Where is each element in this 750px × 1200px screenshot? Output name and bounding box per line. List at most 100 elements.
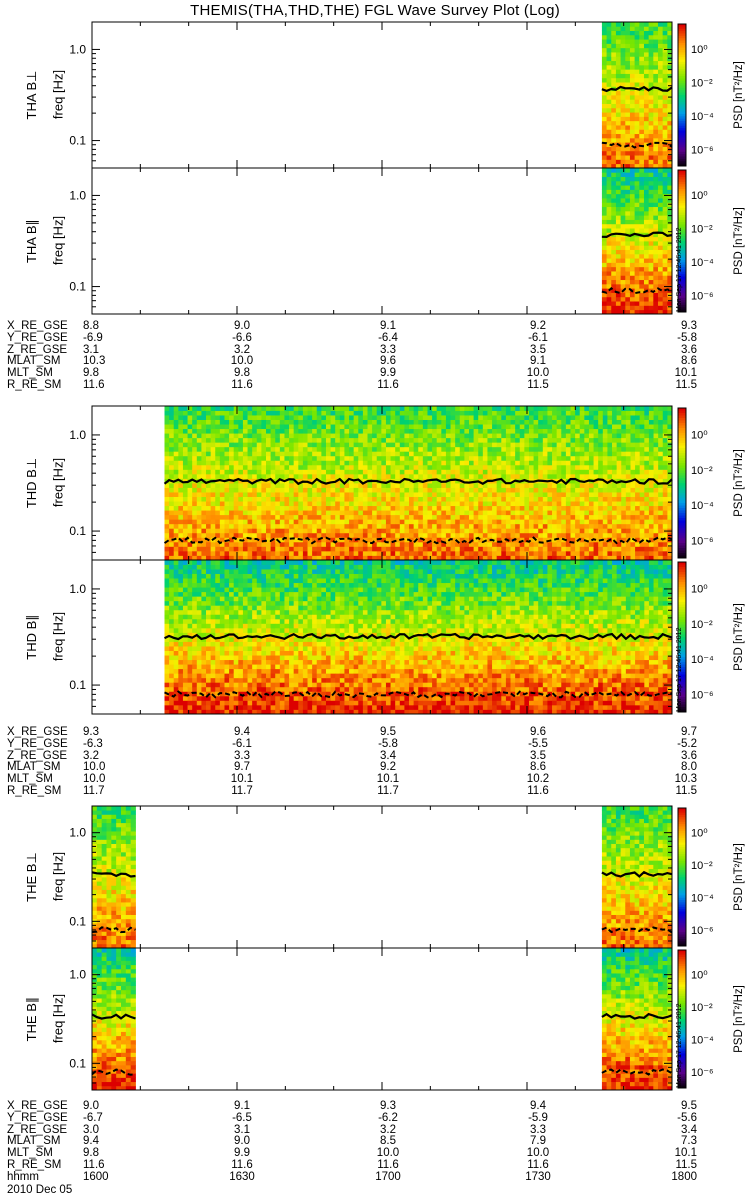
- panel-component-label: THE B⊥: [24, 852, 39, 902]
- spectrogram-panel-1: 1.0 0.1: [69, 21, 673, 169]
- freq-tick-label: 0.1: [69, 134, 86, 148]
- ephemeris-name: Z_RE_GSE: [7, 1123, 68, 1136]
- ephemeris-row: R_RE_SM 11.6 11.6 11.6 11.6 11.5: [7, 1159, 697, 1172]
- ephemeris-name: X_RE_GSE: [7, 726, 68, 738]
- ephemeris-value: 9.3: [83, 726, 99, 738]
- ephemeris-value: 9.6: [530, 726, 546, 738]
- freq-tick-label: 1.0: [69, 42, 86, 56]
- ephemeris-value: -6.2: [378, 1111, 398, 1124]
- ephemeris-value: 1730: [525, 1170, 551, 1183]
- dashed-line: [91, 926, 136, 934]
- colorbar-tick-label: 10⁻²: [691, 1002, 713, 1014]
- ephemeris-value: 1700: [375, 1170, 401, 1183]
- ephemeris-value: 10.1: [230, 773, 254, 786]
- ephemeris-value: 9.5: [681, 1100, 697, 1112]
- colorbar-tick-label: 10⁻⁶: [691, 689, 714, 701]
- ephemeris-value: 9.4: [83, 1135, 99, 1148]
- ephemeris-value: 10.0: [526, 1147, 550, 1160]
- spectrogram-panel-6: 1.0 0.1: [69, 947, 673, 1091]
- ephemeris-value: 8.5: [380, 1135, 396, 1148]
- ephemeris-row: X_RE_GSE 8.8 9.0 9.1 9.2 9.3: [7, 320, 697, 333]
- ephemeris-value: 10.1: [674, 1147, 697, 1160]
- panel-component-label: THA B⊥: [24, 70, 39, 120]
- colorbar-tick-label: 10⁰: [691, 827, 708, 839]
- colorbar-tick-label: 10⁰: [691, 969, 708, 981]
- colorbar-label: PSD [nT²/Hz]: [733, 207, 745, 275]
- generation-timestamp: Mon Sep 17 12:46:41 2012: [676, 627, 683, 712]
- colorbar: 10⁰ 10⁻² 10⁻⁴ 10⁻⁶ PSD [nT²/Hz]: [677, 949, 745, 1089]
- ephemeris-value: 1600: [83, 1170, 109, 1183]
- ephemeris-value: 9.7: [234, 761, 250, 774]
- date-label: 2010 Dec 05: [7, 1184, 73, 1196]
- dashed-line: [601, 286, 673, 295]
- freq-tick-label: 1.0: [69, 826, 86, 840]
- ephemeris-value: -5.2: [677, 737, 697, 750]
- ephemeris-value: 11.6: [377, 379, 399, 391]
- ephemeris-value: 10.3: [674, 773, 697, 786]
- generation-timestamp: Mon Sep 17 12:46:41 2012: [676, 1003, 683, 1088]
- ephemeris-value: 3.6: [681, 343, 697, 356]
- ephemeris-value: 9.1: [380, 320, 396, 332]
- ephemeris-value: 9.8: [234, 367, 250, 380]
- ephemeris-row: MLT_SM 9.8 9.8 9.9 10.0 10.1: [7, 367, 697, 380]
- ephemeris-value: 3.1: [234, 1123, 250, 1136]
- ephemeris-value: 9.6: [380, 355, 396, 368]
- ephemeris-value: -6.9: [83, 331, 103, 344]
- colorbar: 10⁰ 10⁻² 10⁻⁴ 10⁻⁶ PSD [nT²/Hz]: [677, 407, 745, 559]
- freq-tick-label: 0.1: [69, 524, 86, 538]
- dashed-line: [163, 536, 673, 545]
- colorbar-tick-label: 10⁻⁶: [691, 1067, 714, 1079]
- ephemeris-name: R_RE_SM: [7, 1159, 62, 1171]
- ephemeris-value: 9.3: [681, 320, 697, 332]
- freq-tick-label: 0.1: [69, 280, 86, 294]
- colorbar-tick-label: 10⁻⁴: [691, 500, 714, 512]
- ephemeris-row: X_RE_GSE 9.0 9.1 9.3 9.4 9.5: [7, 1100, 697, 1113]
- plot-title: THEMIS(THA,THD,THE) FGL Wave Survey Plot…: [190, 2, 560, 19]
- ephemeris-name: MLAT_SM: [7, 355, 61, 368]
- ephemeris-value: 10.0: [376, 1147, 400, 1160]
- colorbar-label: PSD [nT²/Hz]: [733, 61, 745, 129]
- ephemeris-name: MLAT_SM: [7, 1135, 61, 1148]
- ephemeris-value: -6.3: [83, 737, 103, 750]
- freq-tick-label: 1.0: [69, 428, 86, 442]
- panel-component-label: THE B∥: [24, 996, 39, 1042]
- ephemeris-value: 11.6: [527, 1159, 549, 1171]
- colorbar-tick-label: 10⁰: [691, 44, 708, 56]
- ephemeris-row: Z_RE_GSE 3.2 3.3 3.4 3.5 3.6: [7, 750, 697, 763]
- colorbar-tick-label: 10⁻⁶: [691, 925, 714, 937]
- ephemeris-value: 10.0: [83, 773, 106, 786]
- ephemeris-value: 11.5: [527, 379, 549, 391]
- solid-line: [601, 231, 673, 239]
- ephemeris-name: X_RE_GSE: [7, 320, 68, 332]
- ephemeris-value: 11.5: [675, 785, 697, 797]
- spectrogram-panel-4: 1.0 0.1: [69, 559, 673, 715]
- colorbar-label: PSD [nT²/Hz]: [733, 449, 745, 517]
- ephemeris-value: 11.7: [231, 785, 253, 797]
- ephemeris-value: 8.8: [83, 320, 99, 332]
- colorbar-tick-label: 10⁰: [691, 429, 708, 441]
- ephemeris-row: R_RE_SM 11.7 11.7 11.7 11.6 11.5: [7, 785, 697, 798]
- ephemeris-value: -5.8: [677, 331, 697, 344]
- ephemeris-row: Y_RE_GSE -6.3 -6.1 -5.8 -5.5 -5.2: [7, 738, 697, 751]
- ephemeris-value: 11.5: [675, 379, 697, 391]
- colorbar-tick-label: 10⁻⁶: [691, 290, 714, 302]
- ephemeris-row: Y_RE_GSE -6.7 -6.5 -6.2 -5.9 -5.6: [7, 1112, 697, 1125]
- freq-tick-label: 0.1: [69, 678, 86, 692]
- ephemeris-value: 8.0: [681, 761, 697, 774]
- ephemeris-value: 3.4: [380, 749, 396, 762]
- ephemeris-value: 3.6: [681, 749, 697, 762]
- ephemeris-row: Y_RE_GSE -6.9 -6.6 -6.4 -6.1 -5.8: [7, 332, 697, 345]
- ephemeris-value: 3.4: [681, 1123, 697, 1136]
- colorbar-tick-label: 10⁻⁴: [691, 1034, 714, 1046]
- dashed-line: [601, 141, 673, 149]
- ephemeris-value: 9.9: [234, 1147, 250, 1160]
- ephemeris-row: MLAT_SM 10.3 10.0 9.6 9.1 8.6: [7, 355, 697, 368]
- ephemeris-value: 3.2: [380, 1123, 396, 1136]
- ephemeris-value: -5.9: [528, 1111, 548, 1124]
- freq-tick-label: 0.1: [69, 1056, 86, 1070]
- ephemeris-name: MLT_SM: [7, 773, 53, 786]
- ephemeris-value: 8.6: [681, 355, 697, 368]
- ephemeris-row: hhmm 1600 1630 1700 1730 1800: [7, 1171, 697, 1184]
- panel-component-label: THA B∥: [24, 218, 39, 264]
